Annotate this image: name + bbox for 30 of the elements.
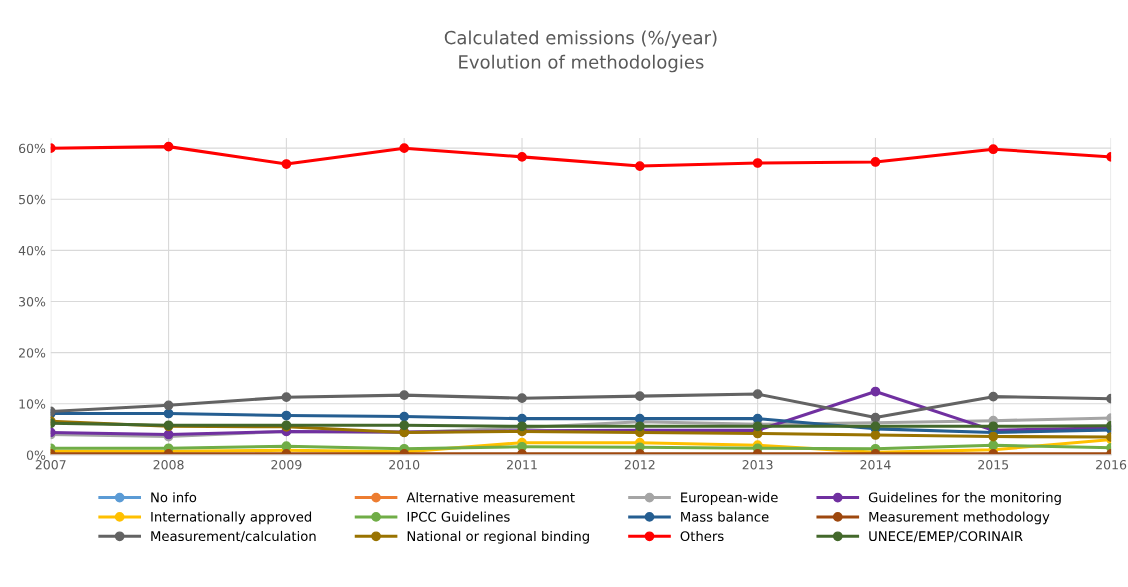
legend-label: National or regional binding [407, 530, 589, 544]
legend-label: No info [151, 492, 197, 503]
y-tick-label: 40% [18, 245, 46, 256]
x-tick-label: 2010 [389, 460, 420, 470]
y-tick-label: 30% [19, 297, 46, 307]
y-tick-label: 20% [19, 348, 46, 358]
legend-label: Internationally approved [151, 511, 312, 525]
legend-label: IPCC Guidelines [407, 511, 510, 522]
legend-label: Guidelines for the monitoring [868, 492, 1061, 505]
x-tick-label: 2016 [1096, 460, 1127, 470]
x-tick-label: 2008 [153, 460, 184, 470]
legend-label: UNECE/EMEP/CORINAIR [869, 531, 1023, 543]
x-tick-label: 2009 [271, 460, 302, 470]
y-tick-label: 50% [19, 194, 46, 205]
x-tick-label: 2014 [860, 460, 891, 470]
legend-label: Measurement/calculation [151, 530, 316, 543]
legend-label: Mass balance [681, 511, 769, 522]
y-tick-label: 0% [26, 450, 46, 460]
chart-title: Calculated emissions (%/year) Evolution of methodologies [444, 30, 717, 73]
legend-label: Alternative measurement [406, 492, 575, 503]
y-tick-label: 60% [18, 143, 46, 154]
x-tick-label: 2013 [742, 460, 773, 470]
y-tick-label: 10% [19, 399, 46, 409]
legend-label: Others [680, 530, 724, 542]
x-tick-label: 2007 [35, 460, 66, 470]
legend-label: European-wide [681, 492, 778, 505]
x-tick-label: 2015 [978, 460, 1009, 470]
x-tick-label: 2012 [624, 460, 655, 470]
x-tick-label: 2011 [507, 460, 537, 470]
legend-label: Measurement methodology [869, 511, 1050, 525]
